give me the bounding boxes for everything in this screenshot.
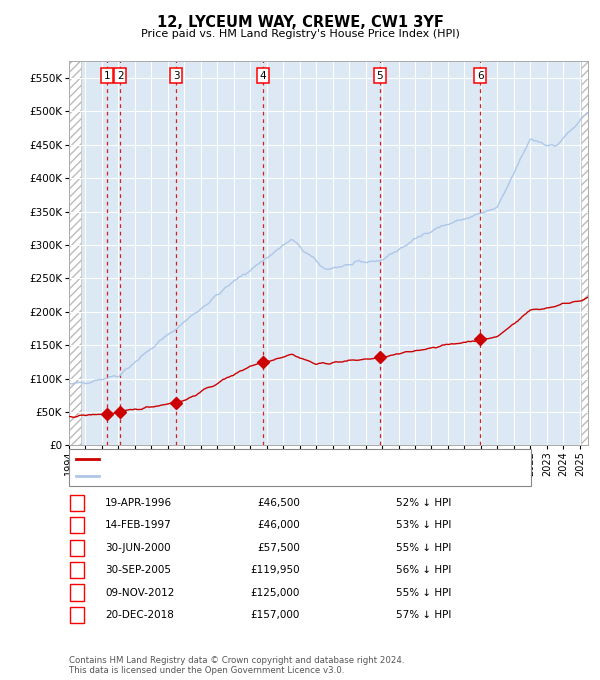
Text: 4: 4 <box>73 565 80 575</box>
Text: 20-DEC-2018: 20-DEC-2018 <box>105 610 174 620</box>
Text: 6: 6 <box>73 610 80 620</box>
Text: 09-NOV-2012: 09-NOV-2012 <box>105 588 175 598</box>
Text: 2: 2 <box>73 520 80 530</box>
Text: This data is licensed under the Open Government Licence v3.0.: This data is licensed under the Open Gov… <box>69 666 344 675</box>
Text: 57% ↓ HPI: 57% ↓ HPI <box>396 610 451 620</box>
Text: £46,500: £46,500 <box>257 498 300 508</box>
Text: 12, LYCEUM WAY, CREWE, CW1 3YF: 12, LYCEUM WAY, CREWE, CW1 3YF <box>157 15 443 30</box>
Text: 30-JUN-2000: 30-JUN-2000 <box>105 543 170 553</box>
Text: £57,500: £57,500 <box>257 543 300 553</box>
Text: 2: 2 <box>117 71 124 81</box>
Text: 55% ↓ HPI: 55% ↓ HPI <box>396 588 451 598</box>
Text: 3: 3 <box>173 71 179 81</box>
Text: 6: 6 <box>477 71 484 81</box>
Text: HPI: Average price, detached house, Cheshire East: HPI: Average price, detached house, Ches… <box>105 471 370 481</box>
Text: 55% ↓ HPI: 55% ↓ HPI <box>396 543 451 553</box>
Text: Price paid vs. HM Land Registry's House Price Index (HPI): Price paid vs. HM Land Registry's House … <box>140 29 460 39</box>
Text: £46,000: £46,000 <box>257 520 300 530</box>
Text: 52% ↓ HPI: 52% ↓ HPI <box>396 498 451 508</box>
Text: 1: 1 <box>103 71 110 81</box>
Text: £125,000: £125,000 <box>251 588 300 598</box>
Text: 3: 3 <box>73 543 80 553</box>
Text: 1: 1 <box>73 498 80 508</box>
Text: 12, LYCEUM WAY, CREWE, CW1 3YF (detached house): 12, LYCEUM WAY, CREWE, CW1 3YF (detached… <box>105 454 383 464</box>
Text: 19-APR-1996: 19-APR-1996 <box>105 498 172 508</box>
Text: Contains HM Land Registry data © Crown copyright and database right 2024.: Contains HM Land Registry data © Crown c… <box>69 656 404 665</box>
Text: 5: 5 <box>73 588 80 598</box>
Text: 4: 4 <box>259 71 266 81</box>
Text: 14-FEB-1997: 14-FEB-1997 <box>105 520 172 530</box>
Text: 53% ↓ HPI: 53% ↓ HPI <box>396 520 451 530</box>
Text: 30-SEP-2005: 30-SEP-2005 <box>105 565 171 575</box>
Text: 5: 5 <box>376 71 383 81</box>
Text: 56% ↓ HPI: 56% ↓ HPI <box>396 565 451 575</box>
Text: £119,950: £119,950 <box>250 565 300 575</box>
Text: £157,000: £157,000 <box>251 610 300 620</box>
